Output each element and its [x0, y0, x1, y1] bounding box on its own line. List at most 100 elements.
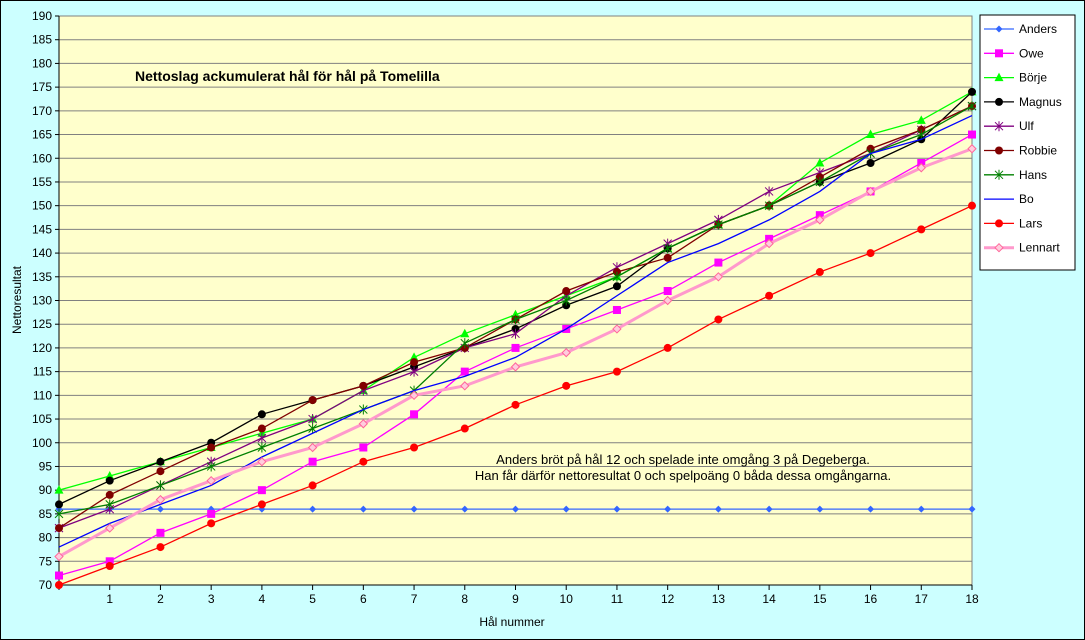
annotation-line-2: Han får därför nettoresultat 0 och spelp…	[475, 468, 891, 483]
data-point	[511, 343, 520, 352]
y-tick-label: 165	[32, 128, 52, 142]
data-point	[765, 505, 773, 513]
data-point	[54, 508, 64, 519]
data-point	[967, 144, 977, 154]
data-point	[562, 381, 571, 390]
x-tick-label: 5	[309, 592, 316, 606]
y-axis-label: Nettoresultat	[10, 265, 24, 334]
data-point	[510, 362, 521, 372]
data-point	[105, 562, 114, 571]
data-point	[308, 396, 317, 405]
data-point	[308, 423, 317, 434]
x-axis-label: Hål nummer	[479, 615, 544, 629]
data-point	[968, 201, 976, 210]
data-point	[764, 238, 774, 249]
data-point	[968, 87, 976, 96]
data-point	[865, 186, 876, 197]
legend-label: Lennart	[1019, 241, 1060, 255]
data-point	[916, 115, 926, 124]
data-point	[662, 295, 673, 306]
data-point	[816, 505, 824, 513]
x-tick-label: 14	[762, 592, 776, 606]
data-point	[511, 314, 520, 325]
data-point	[105, 470, 115, 480]
series-line	[58, 114, 973, 548]
data-point	[512, 505, 519, 513]
data-point	[764, 186, 774, 197]
legend-label: Lars	[1019, 216, 1042, 230]
legend-label: Hans	[1019, 168, 1047, 182]
data-point	[663, 343, 672, 352]
y-tick-label: 120	[32, 341, 52, 355]
data-point	[410, 410, 419, 419]
y-tick-label: 145	[32, 222, 52, 236]
series-lars	[55, 201, 976, 589]
legend-label: Magnus	[1019, 95, 1062, 109]
legend-item: Lars	[984, 216, 1042, 230]
legend-item: Owe	[984, 46, 1044, 60]
data-point	[359, 457, 368, 466]
x-tick-label: 13	[712, 592, 726, 606]
data-point	[867, 505, 875, 513]
data-point	[917, 505, 925, 513]
data-point	[815, 176, 825, 187]
legend-item: Bo	[984, 192, 1034, 206]
data-point	[55, 524, 63, 533]
y-tick-label: 125	[32, 317, 52, 331]
x-tick-label: 16	[864, 592, 878, 606]
data-point	[55, 581, 63, 589]
data-point	[257, 486, 266, 495]
data-point	[257, 457, 267, 467]
x-tick-label: 7	[411, 592, 418, 606]
legend-marker	[994, 242, 1004, 253]
y-tick-label: 150	[32, 199, 52, 213]
data-point	[612, 324, 622, 334]
legend-marker	[994, 169, 1004, 180]
data-point	[663, 243, 673, 254]
y-tick-label: 110	[33, 388, 52, 402]
y-tick-label: 185	[32, 33, 52, 47]
legend-item: Magnus	[984, 95, 1062, 109]
y-tick-label: 115	[33, 365, 52, 379]
data-point	[714, 258, 723, 267]
data-point	[815, 215, 825, 225]
x-tick-label: 15	[813, 592, 827, 606]
data-point	[714, 505, 722, 513]
legend-marker	[995, 25, 1003, 33]
data-point	[461, 505, 469, 513]
data-point	[612, 367, 621, 376]
data-point	[359, 381, 368, 390]
annotation-line-1: Anders bröt på hål 12 och spelade inte o…	[496, 452, 870, 467]
x-tick-label: 9	[512, 592, 519, 606]
y-tick-label: 190	[32, 9, 52, 23]
data-point	[410, 505, 418, 513]
legend-box	[979, 14, 1076, 271]
data-point	[257, 442, 267, 453]
data-point	[511, 328, 520, 339]
data-point	[156, 467, 165, 476]
data-point	[663, 253, 672, 262]
y-tick-label: 160	[32, 151, 52, 165]
data-point	[561, 295, 571, 306]
data-point	[917, 225, 926, 234]
legend-label: Ulf	[1019, 119, 1034, 133]
data-point	[206, 475, 216, 486]
data-point	[358, 419, 369, 429]
data-point	[866, 158, 875, 167]
data-point	[511, 400, 520, 409]
legend-label: Anders	[1019, 22, 1057, 36]
data-point	[359, 505, 367, 513]
legend-marker	[995, 146, 1003, 155]
data-point	[460, 381, 470, 391]
x-tick-label: 10	[560, 592, 574, 606]
data-point	[663, 287, 672, 296]
x-tick-label: 18	[965, 592, 979, 606]
data-point	[257, 500, 266, 509]
data-point	[156, 457, 165, 466]
data-point	[460, 367, 469, 376]
data-point	[815, 268, 824, 277]
data-point	[308, 481, 317, 490]
data-point	[156, 480, 165, 491]
data-point	[105, 499, 115, 510]
data-point	[866, 129, 876, 139]
